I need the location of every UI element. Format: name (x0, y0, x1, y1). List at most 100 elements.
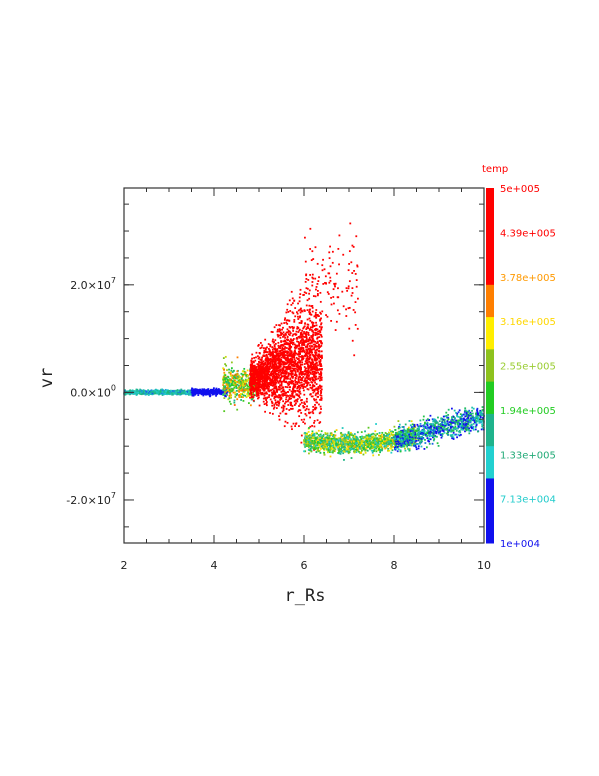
data-point (168, 389, 171, 392)
data-point (281, 361, 284, 364)
data-point (269, 345, 272, 348)
data-point (295, 333, 298, 336)
data-point (377, 446, 380, 449)
data-point (266, 378, 268, 381)
data-point (350, 433, 353, 436)
data-point (230, 367, 233, 370)
data-point (296, 383, 299, 385)
data-point (343, 441, 346, 444)
data-point (321, 269, 324, 272)
data-point (253, 378, 256, 381)
data-point (300, 401, 303, 404)
data-point (313, 390, 316, 393)
data-point (189, 393, 191, 396)
data-point (223, 381, 225, 384)
data-point (236, 375, 239, 378)
data-point (301, 371, 304, 374)
data-point (268, 359, 270, 362)
data-point (276, 333, 279, 336)
data-point (291, 393, 294, 396)
data-point (268, 367, 271, 370)
data-point (319, 368, 322, 371)
data-point (308, 336, 311, 339)
data-point (286, 356, 289, 359)
data-point (273, 389, 275, 392)
data-point (149, 390, 151, 393)
data-point (255, 351, 258, 354)
data-point (281, 332, 284, 335)
data-point (268, 396, 270, 399)
data-point (282, 407, 285, 410)
data-point (338, 263, 340, 266)
data-point (127, 390, 130, 393)
data-point (255, 370, 257, 373)
data-point (285, 400, 287, 403)
data-point (280, 384, 283, 387)
data-point (377, 434, 380, 437)
data-point (252, 393, 254, 396)
data-point (309, 378, 312, 381)
data-point (142, 389, 145, 392)
data-point (306, 362, 308, 365)
data-point (338, 312, 341, 315)
data-point (356, 431, 359, 434)
data-point (289, 367, 292, 369)
data-point (273, 360, 275, 363)
data-point (291, 367, 294, 370)
data-point (311, 276, 314, 279)
data-point (315, 342, 318, 345)
data-point (235, 394, 238, 397)
data-point (316, 341, 319, 344)
data-point (229, 403, 232, 405)
data-point (305, 441, 308, 444)
data-point (298, 336, 301, 339)
data-point (242, 373, 245, 376)
data-point (292, 375, 294, 378)
data-point (250, 387, 253, 390)
data-point (290, 303, 293, 306)
data-point (315, 327, 317, 330)
data-point (381, 443, 384, 446)
data-point (260, 378, 263, 381)
data-point (268, 351, 271, 353)
data-point (316, 262, 319, 265)
data-point (333, 442, 335, 445)
data-point (271, 340, 274, 343)
data-point (257, 364, 260, 367)
data-point (272, 374, 275, 376)
data-point (305, 407, 308, 410)
data-point (252, 375, 255, 378)
data-point (142, 392, 144, 395)
data-point (316, 293, 319, 295)
data-point (328, 251, 331, 254)
data-point (271, 388, 274, 391)
data-point (154, 392, 157, 395)
data-point (314, 344, 317, 347)
data-point (271, 372, 274, 375)
data-point (231, 377, 234, 379)
data-point (275, 349, 278, 352)
data-point (267, 362, 270, 365)
data-point (308, 350, 311, 353)
data-point (255, 366, 258, 368)
data-point (279, 398, 282, 401)
data-point (280, 360, 283, 363)
data-point (313, 374, 316, 377)
data-point (241, 389, 244, 392)
data-point (145, 391, 148, 394)
data-point (314, 371, 316, 374)
data-point (264, 347, 267, 350)
data-point (256, 395, 258, 397)
data-point (318, 449, 321, 452)
data-point (257, 397, 259, 400)
data-point (263, 403, 266, 406)
data-point (252, 372, 254, 375)
data-point (262, 393, 264, 396)
data-point (281, 375, 284, 378)
data-point (306, 433, 309, 436)
data-point (306, 346, 309, 348)
data-point (249, 404, 252, 407)
data-point (263, 382, 266, 385)
data-point (288, 299, 291, 302)
data-point (300, 373, 303, 376)
